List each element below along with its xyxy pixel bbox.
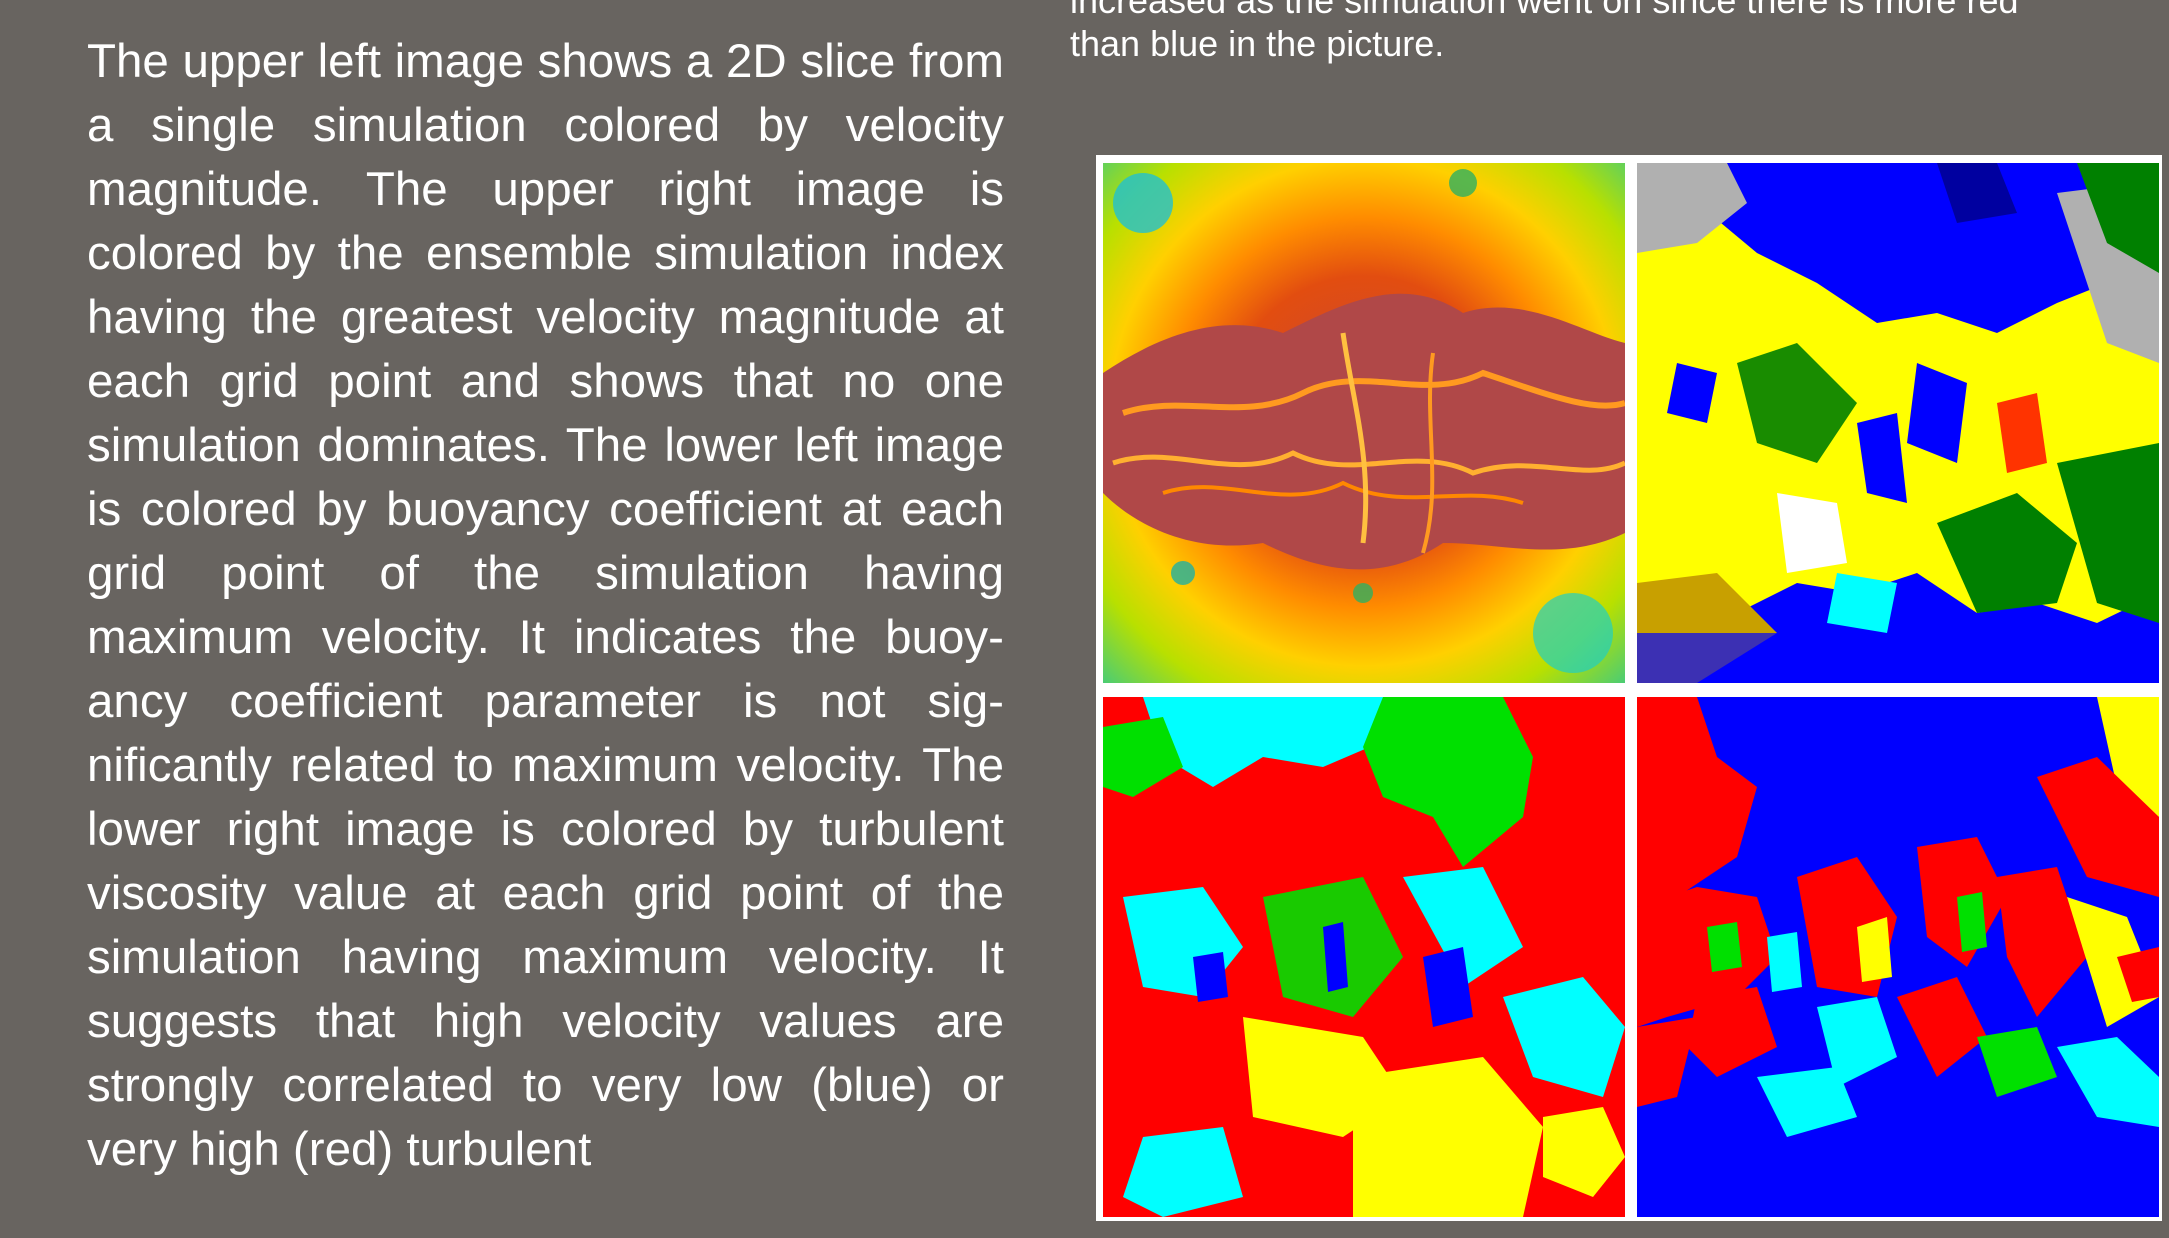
panel-buoyancy-coefficient: [1103, 697, 1625, 1217]
panel-ensemble-simulation-index: [1637, 163, 2159, 683]
velocity-magnitude-image: [1103, 163, 1625, 683]
body-line-2: than blue in the picture.: [1070, 23, 1445, 64]
turbulent-viscosity-image: [1637, 697, 2159, 1217]
body-paragraph: The upper left image shows a 2D slice fr…: [87, 35, 1004, 1176]
body-line-1: increased as the simulation went on sinc…: [1070, 0, 2019, 21]
body-text-column: The upper left image shows a 2D slice fr…: [87, 30, 1004, 1182]
figure-four-panel: [1096, 155, 2162, 1221]
panel-velocity-magnitude: [1103, 163, 1625, 683]
ensemble-index-image: [1637, 163, 2159, 683]
body-text-top-right: increased as the simulation went on sinc…: [1070, 0, 2169, 65]
buoyancy-image: [1103, 697, 1625, 1217]
panel-turbulent-viscosity: [1637, 697, 2159, 1217]
